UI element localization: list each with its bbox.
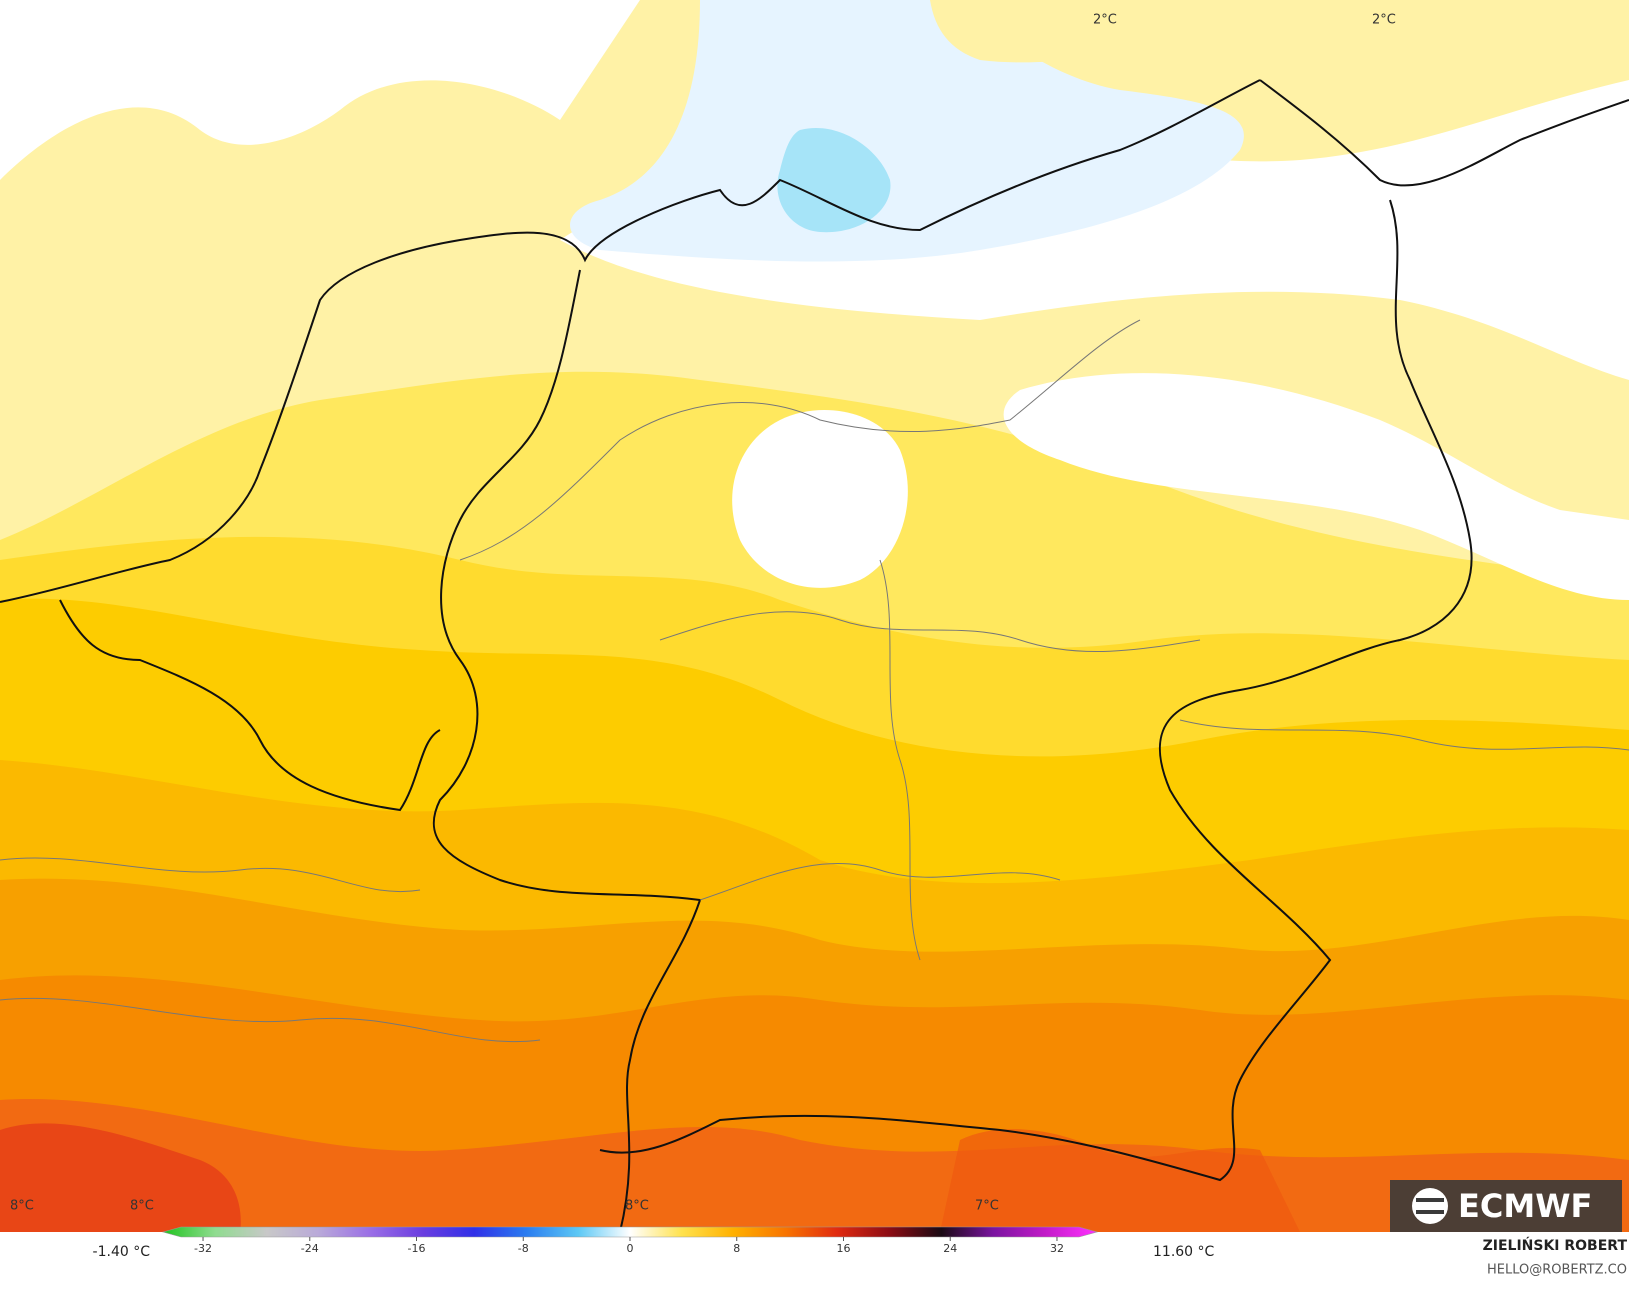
colorbar [161,1226,1099,1238]
map-label: 7°C [975,1199,999,1214]
colorbar-tick-label: 8 [733,1242,740,1255]
map-label: 8°C [625,1199,649,1214]
coastline [0,79,1629,1232]
min-label: -1.40 °C [93,1244,151,1260]
colorbar-tick-label: -8 [518,1242,529,1255]
author: ZIELIŃSKI ROBERT [1483,1236,1628,1254]
logo-text: ECMWF [1458,1187,1592,1225]
legend: -1.40 °C 11.60 °C -32 -24 -16 -8 0 8 16 24 32 [93,1226,1215,1260]
email: HELLO@ROBERTZ.CO [1487,1263,1627,1278]
map-label: 2°C [1372,13,1396,28]
colorbar-tick-label: -32 [194,1242,212,1255]
colorbar-tick-label: 24 [943,1242,957,1255]
map-label: 8°C [10,1199,34,1214]
logo: ECMWF [1390,1180,1622,1232]
map: 2°C 2°C 8°C 8°C 8°C 7°C ECMWF [0,0,1629,1232]
map-label: 8°C [130,1199,154,1214]
map-label: 2°C [1093,13,1117,28]
max-label: 11.60 °C [1153,1244,1215,1260]
colorbar-tick-label: 0 [627,1242,634,1255]
colorbar-tick-label: -24 [301,1242,319,1255]
colorbar-tick-label: -16 [408,1242,426,1255]
region-borders [0,319,1629,1043]
colorbar-tick-label: 32 [1050,1242,1064,1255]
colorbar-tick-label: 16 [836,1242,850,1255]
